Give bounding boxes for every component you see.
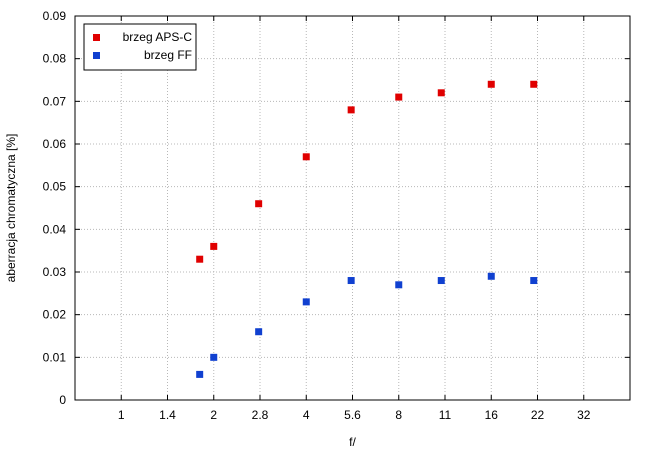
x-tick-label: 2 xyxy=(210,408,217,422)
data-point-ff xyxy=(530,277,538,285)
data-point-aps-c xyxy=(347,106,355,114)
data-point-aps-c xyxy=(395,93,403,101)
y-tick-label: 0.06 xyxy=(43,137,67,151)
data-point-ff xyxy=(487,272,495,280)
x-tick-label: 1 xyxy=(118,408,125,422)
x-tick-label: 4 xyxy=(303,408,310,422)
grid xyxy=(75,16,630,400)
y-tick-label: 0.04 xyxy=(43,222,67,236)
x-tick-label: 32 xyxy=(577,408,591,422)
y-tick-label: 0.01 xyxy=(43,350,67,364)
data-point-ff xyxy=(255,328,263,336)
x-tick-label: 2.8 xyxy=(252,408,269,422)
y-axis-title: aberracja chromatyczna [%] xyxy=(4,134,18,283)
x-axis: 1 1.4 2 2.8 4 5.6 8 11 16 22 32 xyxy=(118,16,591,422)
y-tick-label: 0 xyxy=(59,393,66,407)
data-point-ff xyxy=(210,353,218,361)
data-points xyxy=(196,80,538,378)
x-tick-label: 11 xyxy=(439,408,452,422)
legend: brzeg APS-C brzeg FF xyxy=(83,23,197,71)
data-point-ff xyxy=(395,281,403,289)
data-point-ff xyxy=(347,277,355,285)
data-point-ff xyxy=(437,277,445,285)
x-tick-label: 1.4 xyxy=(159,408,176,422)
x-tick-label: 5.6 xyxy=(344,408,361,422)
x-tick-label: 16 xyxy=(485,408,499,422)
data-point-aps-c xyxy=(210,242,218,250)
legend-box xyxy=(83,23,197,71)
data-point-aps-c xyxy=(487,80,495,88)
y-axis: 0 0.01 0.02 0.03 0.04 0.05 0.06 0.07 0.08 0.09 xyxy=(43,9,630,407)
legend-swatch-ff xyxy=(93,52,100,59)
x-axis-title: f/ xyxy=(349,435,356,449)
y-tick-label: 0.02 xyxy=(43,308,67,322)
data-point-aps-c xyxy=(302,153,310,161)
legend-label-aps-c: brzeg APS-C xyxy=(123,30,193,44)
y-tick-label: 0.03 xyxy=(43,265,67,279)
data-point-aps-c xyxy=(196,255,204,263)
legend-swatch-aps-c xyxy=(93,34,100,41)
data-point-aps-c xyxy=(255,200,263,208)
data-point-ff xyxy=(196,370,204,378)
y-tick-label: 0.07 xyxy=(43,94,67,108)
x-tick-label: 22 xyxy=(531,408,545,422)
data-point-aps-c xyxy=(530,80,538,88)
data-point-ff xyxy=(302,298,310,306)
y-tick-label: 0.05 xyxy=(43,180,67,194)
y-tick-label: 0.09 xyxy=(43,9,67,23)
x-tick-label: 8 xyxy=(395,408,402,422)
y-tick-label: 0.08 xyxy=(43,52,67,66)
legend-label-ff: brzeg FF xyxy=(144,48,192,62)
data-point-aps-c xyxy=(437,89,445,97)
